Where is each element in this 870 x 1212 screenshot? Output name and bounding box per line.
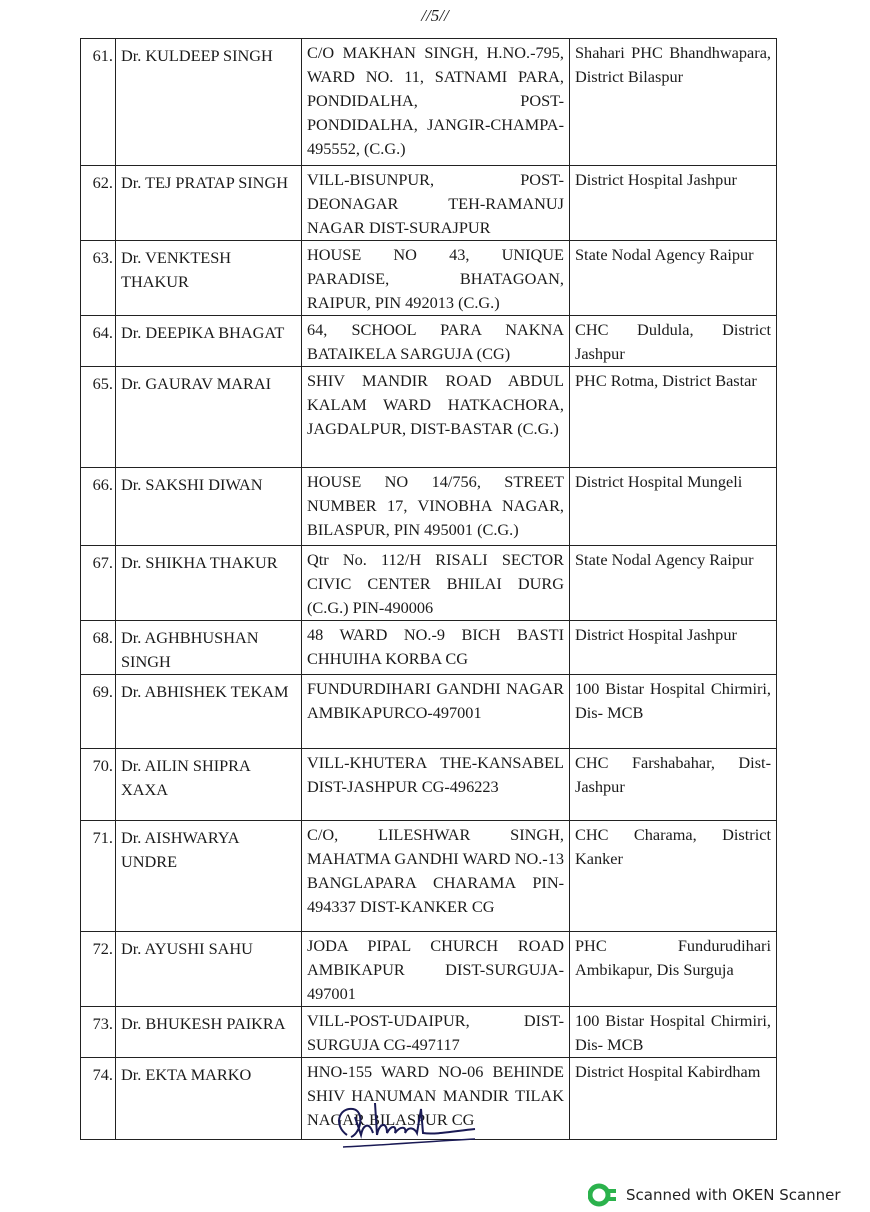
posting-place: District Hospital Mungeli <box>569 467 777 546</box>
table-row: 61. Dr. KULDEEP SINGH C/O MAKHAN SINGH, H.… <box>80 38 777 166</box>
posting-place: PHC Rotma, District Bastar <box>569 366 777 468</box>
doctor-name: Dr. DEEPIKA BHAGAT <box>115 315 302 367</box>
posting-place: CHC Farshabahar, Dist-Jashpur <box>569 748 777 821</box>
table-row: 63. Dr. VENKTESH THAKUR HOUSE NO 43, UNIQU… <box>80 240 777 316</box>
address: 64, SCHOOL PARA NAKNA BATAIKELA SARGUJA … <box>301 315 570 367</box>
row-number: 66. <box>80 467 116 546</box>
posting-place: District Hospital Jashpur <box>569 165 777 241</box>
row-number: 61. <box>80 38 116 166</box>
posting-place: State Nodal Agency Raipur <box>569 240 777 316</box>
row-number: 74. <box>80 1057 116 1140</box>
posting-place: District Hospital Kabirdham <box>569 1057 777 1140</box>
posting-place: District Hospital Jashpur <box>569 620 777 675</box>
posting-place: State Nodal Agency Raipur <box>569 545 777 621</box>
table-row: 71. Dr. AISHWARYA UNDRE C/O, LILESHWAR SIN… <box>80 820 777 932</box>
doctor-name: Dr. ABHISHEK TEKAM <box>115 674 302 749</box>
address: HOUSE NO 14/756, STREET NUMBER 17, VINOB… <box>301 467 570 546</box>
address: C/O, LILESHWAR SINGH, MAHATMA GANDHI WAR… <box>301 820 570 932</box>
address: VILL-KHUTERA THE-KANSABEL DIST-JASHPUR C… <box>301 748 570 821</box>
row-number: 63. <box>80 240 116 316</box>
posting-place: 100 Bistar Hospital Chirmiri, Dis- MCB <box>569 1006 777 1058</box>
doctor-name: Dr. KULDEEP SINGH <box>115 38 302 166</box>
table-row: 74. Dr. EKTA MARKO HNO-155 WARD NO-06 BEHI… <box>80 1057 777 1140</box>
table-row: 72. Dr. AYUSHI SAHU JODA PIPAL CHURCH ROAD… <box>80 931 777 1007</box>
doctor-name: Dr. EKTA MARKO <box>115 1057 302 1140</box>
doctor-name: Dr. AGHBHUSHAN SINGH <box>115 620 302 675</box>
address: 48 WARD NO.-9 BICH BASTI CHHUIHA KORBA C… <box>301 620 570 675</box>
table-row: 65. Dr. GAURAV MARAI SHIV MANDIR ROAD ABDU… <box>80 366 777 468</box>
scanner-watermark-text: Scanned with OKEN Scanner <box>626 1186 841 1204</box>
table-row: 64. Dr. DEEPIKA BHAGAT 64, SCHOOL PARA NAK… <box>80 315 777 367</box>
address: FUNDURDIHARI GANDHI NAGAR AMBIKAPURCO-49… <box>301 674 570 749</box>
address: C/O MAKHAN SINGH, H.NO.-795, WARD NO. 11… <box>301 38 570 166</box>
doctor-posting-table: 61. Dr. KULDEEP SINGH C/O MAKHAN SINGH, H.… <box>80 38 777 1140</box>
page-number: //5// <box>421 6 449 25</box>
doctor-name: Dr. SAKSHI DIWAN <box>115 467 302 546</box>
doctor-name: Dr. VENKTESH THAKUR <box>115 240 302 316</box>
row-number: 65. <box>80 366 116 468</box>
doctor-name: Dr. TEJ PRATAP SINGH <box>115 165 302 241</box>
posting-place: CHC Duldula, District Jashpur <box>569 315 777 367</box>
posting-place: 100 Bistar Hospital Chirmiri, Dis- MCB <box>569 674 777 749</box>
row-number: 73. <box>80 1006 116 1058</box>
oken-scanner-logo-icon <box>588 1183 616 1207</box>
table-row: 66. Dr. SAKSHI DIWAN HOUSE NO 14/756, STRE… <box>80 467 777 546</box>
posting-place: Shahari PHC Bhandhwapara, District Bilas… <box>569 38 777 166</box>
doctor-name: Dr. BHUKESH PAIKRA <box>115 1006 302 1058</box>
table-row: 67. Dr. SHIKHA THAKUR Qtr No. 112/H RISALI… <box>80 545 777 621</box>
table-row: 68. Dr. AGHBHUSHAN SINGH 48 WARD NO.-9 BIC… <box>80 620 777 675</box>
row-number: 69. <box>80 674 116 749</box>
doctor-name: Dr. SHIKHA THAKUR <box>115 545 302 621</box>
row-number: 72. <box>80 931 116 1007</box>
row-number: 71. <box>80 820 116 932</box>
address: VILL-POST-UDAIPUR, DIST-SURGUJA CG-49711… <box>301 1006 570 1058</box>
row-number: 62. <box>80 165 116 241</box>
doctor-name: Dr. AYUSHI SAHU <box>115 931 302 1007</box>
table-row: 73. Dr. BHUKESH PAIKRA VILL-POST-UDAIPUR, … <box>80 1006 777 1058</box>
doctor-name: Dr. AISHWARYA UNDRE <box>115 820 302 932</box>
row-number: 64. <box>80 315 116 367</box>
doctor-name: Dr. GAURAV MARAI <box>115 366 302 468</box>
doctor-name: Dr. AILIN SHIPRA XAXA <box>115 748 302 821</box>
table-row: 62. Dr. TEJ PRATAP SINGH VILL-BISUNPUR, PO… <box>80 165 777 241</box>
posting-place: PHC Fundurudihari Ambikapur, Dis Surguja <box>569 931 777 1007</box>
address: VILL-BISUNPUR, POST-DEONAGAR TEH-RAMANUJ… <box>301 165 570 241</box>
row-number: 67. <box>80 545 116 621</box>
address: HOUSE NO 43, UNIQUE PARADISE, BHATAGOAN,… <box>301 240 570 316</box>
address: SHIV MANDIR ROAD ABDUL KALAM WARD HATKAC… <box>301 366 570 468</box>
row-number: 68. <box>80 620 116 675</box>
scanner-watermark: Scanned with OKEN Scanner <box>588 1183 841 1207</box>
posting-place: CHC Charama, District Kanker <box>569 820 777 932</box>
table-row: 70. Dr. AILIN SHIPRA XAXA VILL-KHUTERA THE… <box>80 748 777 821</box>
address: Qtr No. 112/H RISALI SECTOR CIVIC CENTER… <box>301 545 570 621</box>
address: JODA PIPAL CHURCH ROAD AMBIKAPUR DIST-SU… <box>301 931 570 1007</box>
row-number: 70. <box>80 748 116 821</box>
signature <box>338 1102 476 1148</box>
table-row: 69. Dr. ABHISHEK TEKAM FUNDURDIHARI GANDHI… <box>80 674 777 749</box>
